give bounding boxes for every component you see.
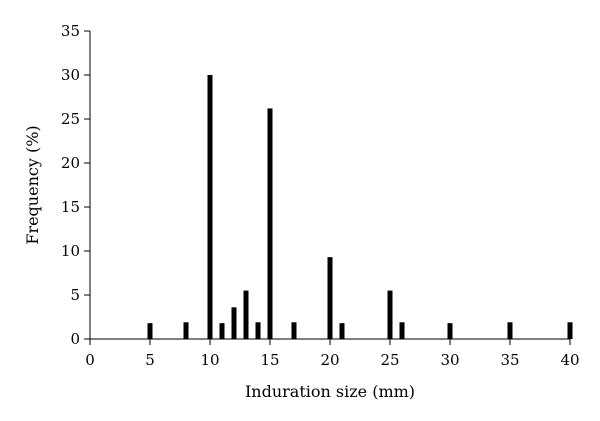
bar-5mm (147, 323, 153, 339)
bar-10mm (207, 75, 213, 339)
y-axis: 0 5 10 15 20 25 30 35 (61, 22, 91, 348)
y-tick-label: 20 (61, 154, 80, 172)
y-tick-label: 35 (61, 22, 80, 40)
x-tick-label: 40 (560, 351, 579, 369)
x-tick-label: 0 (85, 351, 95, 369)
x-tick-label: 10 (200, 351, 219, 369)
bar-20mm (327, 257, 333, 339)
y-tick-label: 0 (70, 330, 80, 348)
x-axis-title: Induration size (mm) (245, 382, 415, 401)
y-tick-label: 15 (61, 198, 80, 216)
bars (147, 75, 573, 339)
bar-40mm (567, 322, 573, 339)
bar-21mm (339, 323, 345, 339)
x-tick-label: 15 (260, 351, 279, 369)
y-tick-label: 25 (61, 110, 80, 128)
bar-8mm (183, 322, 189, 339)
bar-13mm (243, 290, 249, 339)
x-tick-label: 30 (440, 351, 459, 369)
x-tick-label: 25 (380, 351, 399, 369)
bar-15mm (267, 108, 273, 339)
x-tick-label: 5 (145, 351, 155, 369)
x-axis: 0 5 10 15 20 25 30 35 40 (85, 338, 580, 369)
y-axis-title: Frequency (%) (23, 125, 42, 244)
y-tick-label: 10 (61, 242, 80, 260)
x-tick-label: 20 (320, 351, 339, 369)
y-tick-label: 30 (61, 66, 80, 84)
bar-35mm (507, 322, 513, 339)
bar-14mm (255, 322, 261, 339)
bar-12mm (231, 307, 237, 339)
bar-17mm (291, 322, 297, 339)
bar-26mm (399, 322, 405, 339)
bar-25mm (387, 290, 393, 339)
x-tick-label: 35 (500, 351, 519, 369)
y-tick-label: 5 (70, 286, 80, 304)
bar-30mm (447, 323, 453, 339)
bar-11mm (219, 323, 225, 339)
